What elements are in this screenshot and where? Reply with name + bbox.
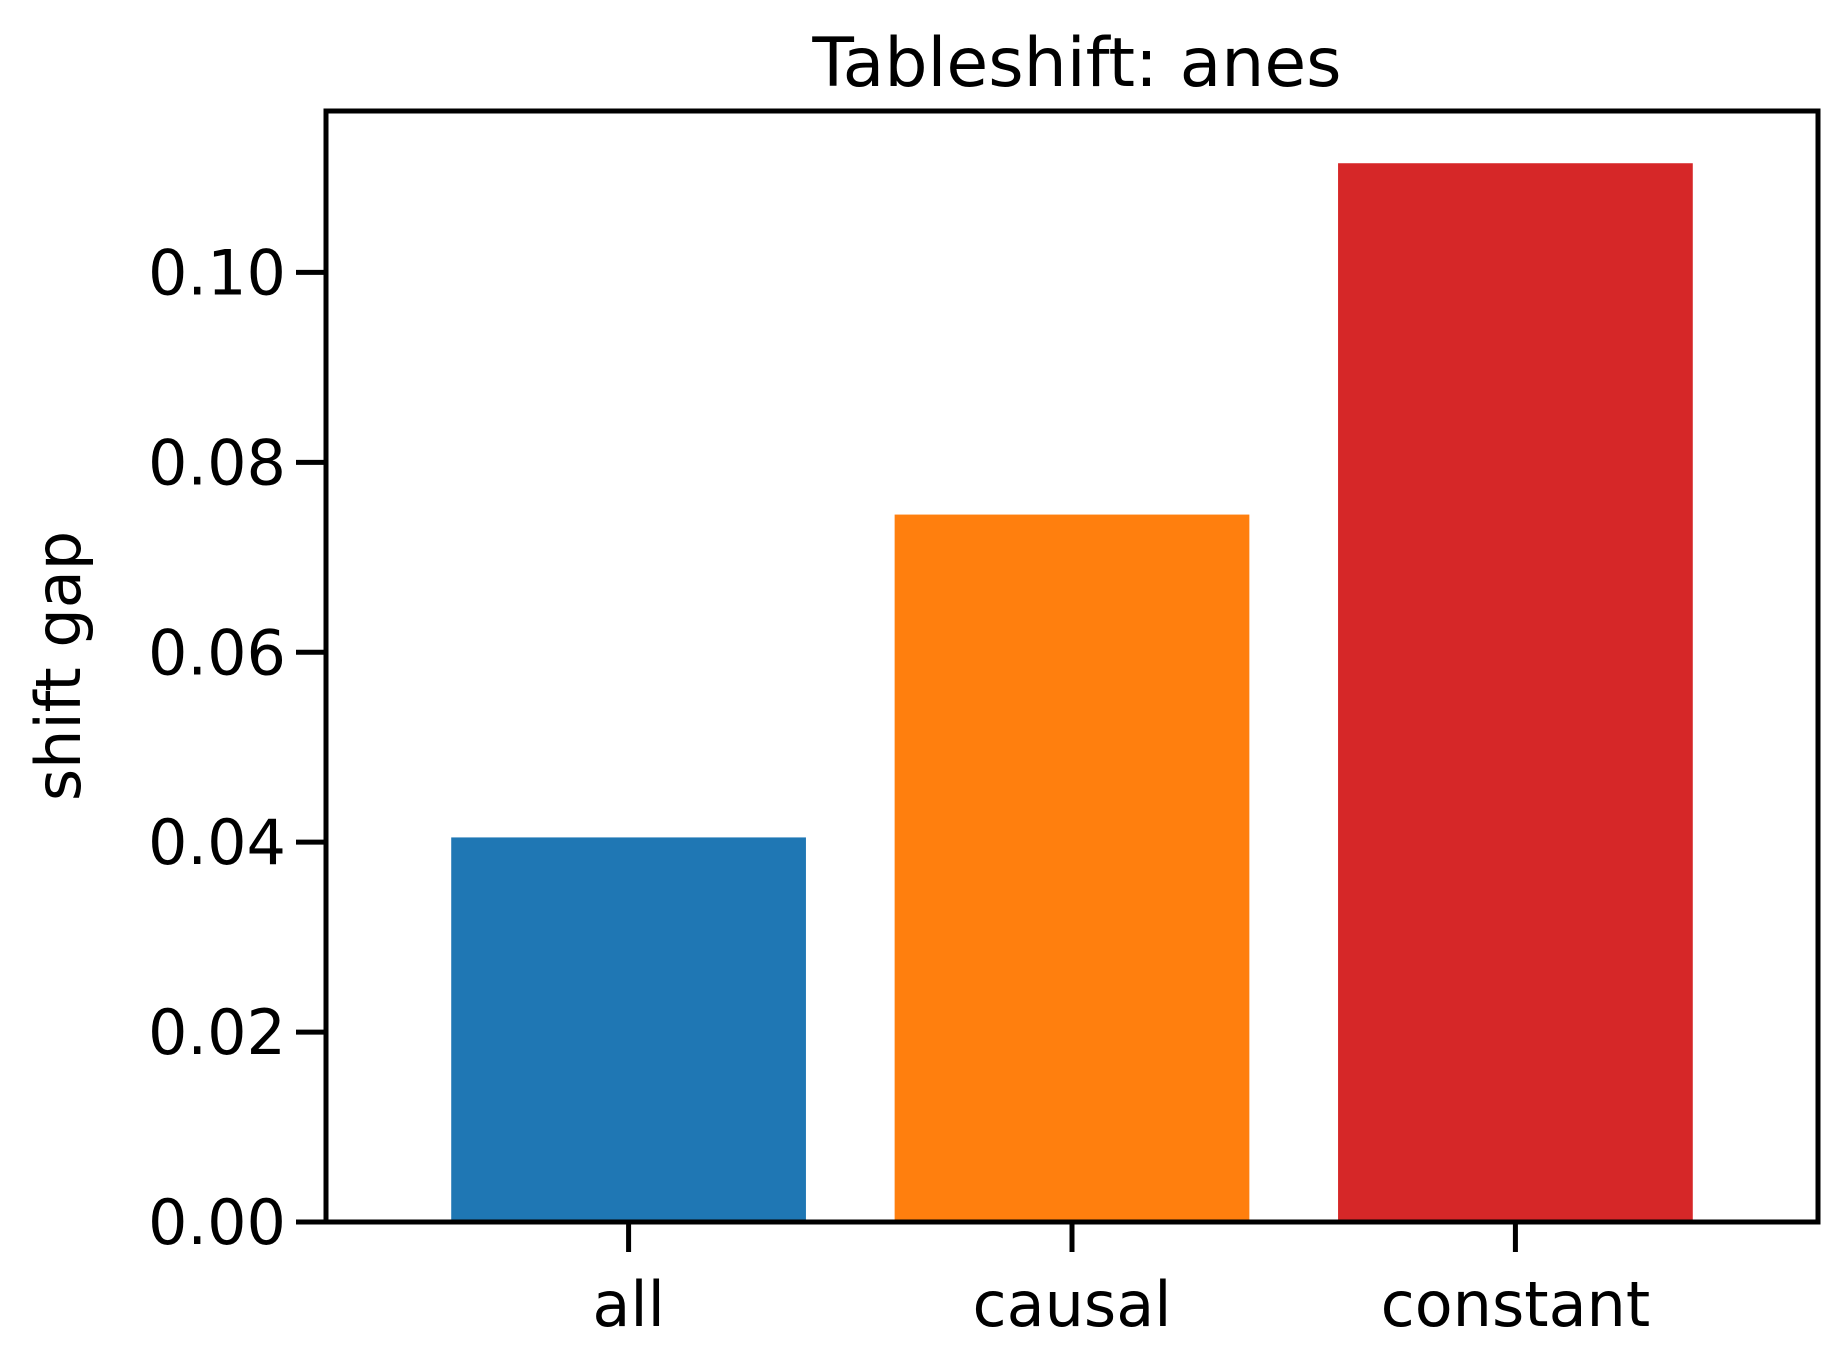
bar-constant [1338,163,1693,1223]
x-tick-label-causal: causal [973,1268,1172,1341]
x-tick-label-constant: constant [1381,1268,1651,1341]
bars-group [451,163,1693,1223]
y-tick-label: 0.04 [148,806,286,879]
y-tick-label: 0.02 [148,996,286,1069]
y-tick-label: 0.00 [148,1186,286,1259]
x-tick-label-all: all [592,1268,664,1341]
chart-title: Tableshift: anes [811,24,1341,103]
y-tick-label: 0.10 [148,236,286,309]
y-axis-label: shift gap [22,531,95,801]
bar-all [451,837,806,1222]
y-axis-ticks: 0.00 0.02 0.04 0.06 0.08 0.10 [148,236,326,1259]
y-tick-label: 0.08 [148,426,286,499]
bar-causal [894,514,1250,1222]
plot-frame [323,108,1821,1225]
x-axis-ticks: all causal constant [592,1222,1650,1341]
y-tick-label: 0.06 [148,616,286,689]
